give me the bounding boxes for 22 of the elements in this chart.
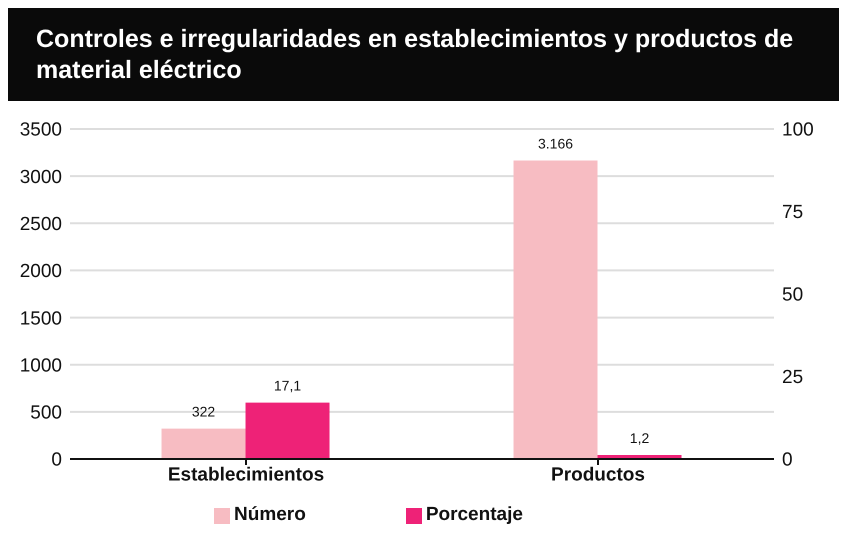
y2-tick-label: 75 <box>782 202 804 224</box>
y-tick-label: 1500 <box>20 308 62 330</box>
x-tick-label: Establecimientos <box>168 464 324 486</box>
y-tick-label: 500 <box>30 402 62 424</box>
y-tick-label: 2000 <box>20 261 62 282</box>
y-tick-label: 2500 <box>20 214 62 236</box>
y2-tick-label: 0 <box>782 450 793 471</box>
chart-title: Controles e irregularidades en establecimientos y productos de material eléctrico <box>8 8 839 101</box>
data-label: 17,1 <box>274 378 302 394</box>
y2-tick-label: 25 <box>782 367 804 388</box>
y-tick-label: 3000 <box>20 166 62 188</box>
y2-tick-label: 100 <box>782 120 814 141</box>
data-label: 1,2 <box>630 430 650 446</box>
y2-tick-label: 50 <box>782 284 804 306</box>
legend-label: Número <box>234 504 306 525</box>
y-tick-label: 3500 <box>20 120 62 141</box>
data-label: 322 <box>192 404 216 420</box>
y-tick-label: 1000 <box>20 355 62 376</box>
x-tick-label: Productos <box>551 464 645 486</box>
y-tick-label: 0 <box>51 450 62 471</box>
data-label: 3.166 <box>538 135 574 152</box>
legend-label: Porcentaje <box>426 504 523 525</box>
